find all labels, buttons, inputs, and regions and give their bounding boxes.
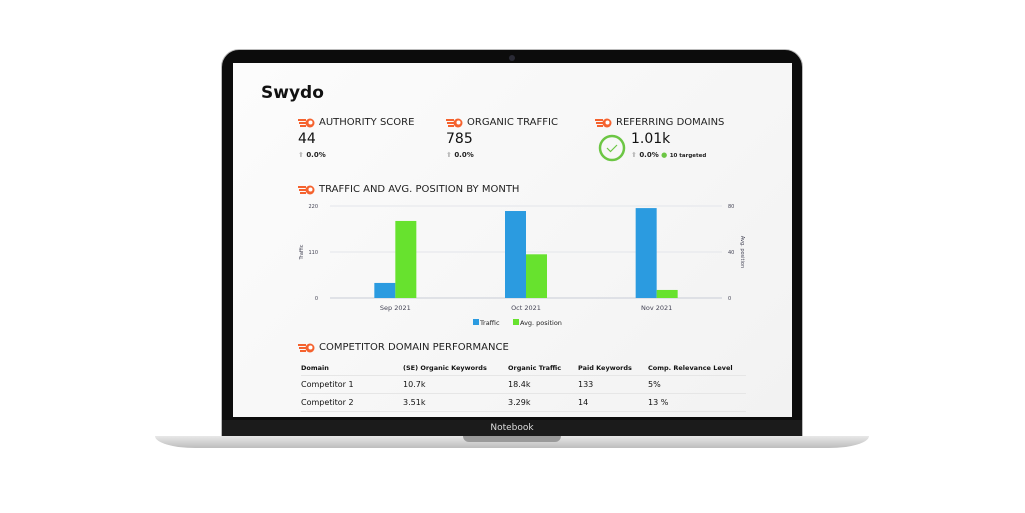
bar-traffic — [505, 211, 526, 298]
kpi-organic-traffic: ORGANIC TRAFFIC 785 ⬆ 0.0% — [446, 117, 558, 159]
y2-tick-label: 0 — [728, 296, 731, 302]
targeted-count: 10 targeted — [669, 153, 707, 159]
table-cell: 5% — [648, 375, 746, 394]
kpi-value: 785 — [446, 131, 473, 147]
green-dot-icon: ● — [661, 151, 668, 159]
table-cell: 14 — [578, 393, 648, 412]
table-cell: 3.29k — [508, 393, 578, 412]
kpi-change: 0.0% — [306, 151, 326, 159]
y-tick-label: 110 — [308, 250, 318, 256]
bar-avg-position — [395, 220, 417, 298]
arrow-up-icon: ⬆ — [446, 151, 452, 159]
kpi-value: 1.01k — [631, 131, 671, 147]
laptop-base — [155, 436, 869, 448]
bar-avg-position — [656, 289, 678, 298]
semrush-icon — [298, 185, 315, 194]
legend-label: Avg. position — [520, 319, 562, 327]
laptop-screen: Swydo AUTHORITY SCORE 44 ⬆ 0.0% ORGANIC … — [233, 63, 792, 417]
column-header: Domain — [301, 361, 403, 376]
kpi-title: REFERRING DOMAINS — [616, 117, 725, 128]
legend-label: Traffic — [479, 319, 500, 327]
bar-avg-position — [526, 254, 547, 298]
camera-icon — [509, 55, 515, 61]
laptop-chin: Notebook — [222, 420, 802, 436]
table-cell: 10.7k — [403, 375, 508, 394]
x-tick-label: Sep 2021 — [380, 304, 411, 312]
competitor-table: Domain (SE) Organic Keywords Organic Tra… — [301, 361, 746, 412]
column-header: Paid Keywords — [578, 361, 648, 376]
semrush-icon — [446, 118, 463, 127]
semrush-icon — [298, 118, 315, 127]
x-tick-label: Oct 2021 — [511, 304, 541, 312]
legend-swatch — [513, 319, 519, 325]
kpi-title: AUTHORITY SCORE — [319, 117, 415, 128]
arrow-up-icon: ⬆ — [298, 151, 304, 159]
table-row: Competitor 2 3.51k 3.29k 14 13 % — [301, 393, 746, 412]
table-cell: 3.51k — [403, 393, 508, 412]
laptop-notch — [463, 436, 561, 442]
table-section-header: COMPETITOR DOMAIN PERFORMANCE — [298, 342, 509, 353]
chart-title: TRAFFIC AND AVG. POSITION BY MONTH — [319, 184, 520, 195]
arrow-up-icon: ⬆ — [631, 151, 637, 159]
column-header: Organic Traffic — [508, 361, 578, 376]
legend-swatch — [473, 319, 479, 325]
kpi-referring-domains: REFERRING DOMAINS 1.01k ⬆ 0.0% ● 10 targ… — [595, 117, 725, 162]
table-cell: 18.4k — [508, 375, 578, 394]
y2-axis-label: Avg. position — [739, 236, 745, 268]
chart-section-header: TRAFFIC AND AVG. POSITION BY MONTH — [298, 184, 519, 195]
table-cell: 13 % — [648, 393, 746, 412]
kpi-value: 44 — [298, 131, 316, 147]
kpi-authority-score: AUTHORITY SCORE 44 ⬆ 0.0% — [298, 117, 414, 159]
kpi-change: 0.0% — [639, 151, 659, 159]
table-cell: 133 — [578, 375, 648, 394]
table-title: COMPETITOR DOMAIN PERFORMANCE — [319, 342, 509, 353]
y-tick-label: 220 — [308, 204, 318, 210]
kpi-change: 0.0% — [454, 151, 474, 159]
bar-traffic — [635, 208, 657, 298]
traffic-position-chart: 0 0 110 40 220 80 Traffic Avg. position Sep 2021… — [299, 204, 745, 327]
table-cell: Competitor 1 — [301, 375, 403, 394]
column-header: Comp. Relevance Level — [648, 361, 746, 376]
y-axis-label: Traffic — [299, 244, 305, 260]
table-cell: Competitor 2 — [301, 393, 403, 412]
y2-tick-label: 80 — [728, 204, 734, 210]
swydo-logo: Swydo — [261, 83, 324, 103]
check-circle-icon — [598, 134, 626, 162]
y2-tick-label: 40 — [728, 250, 734, 256]
table-row: Competitor 1 10.7k 18.4k 133 5% — [301, 375, 746, 394]
semrush-icon — [595, 118, 612, 127]
semrush-icon — [298, 343, 315, 352]
bar-traffic — [374, 282, 396, 298]
kpi-title: ORGANIC TRAFFIC — [467, 117, 558, 128]
column-header: (SE) Organic Keywords — [403, 361, 508, 376]
y-tick-label: 0 — [315, 296, 318, 302]
x-tick-label: Nov 2021 — [641, 304, 672, 312]
